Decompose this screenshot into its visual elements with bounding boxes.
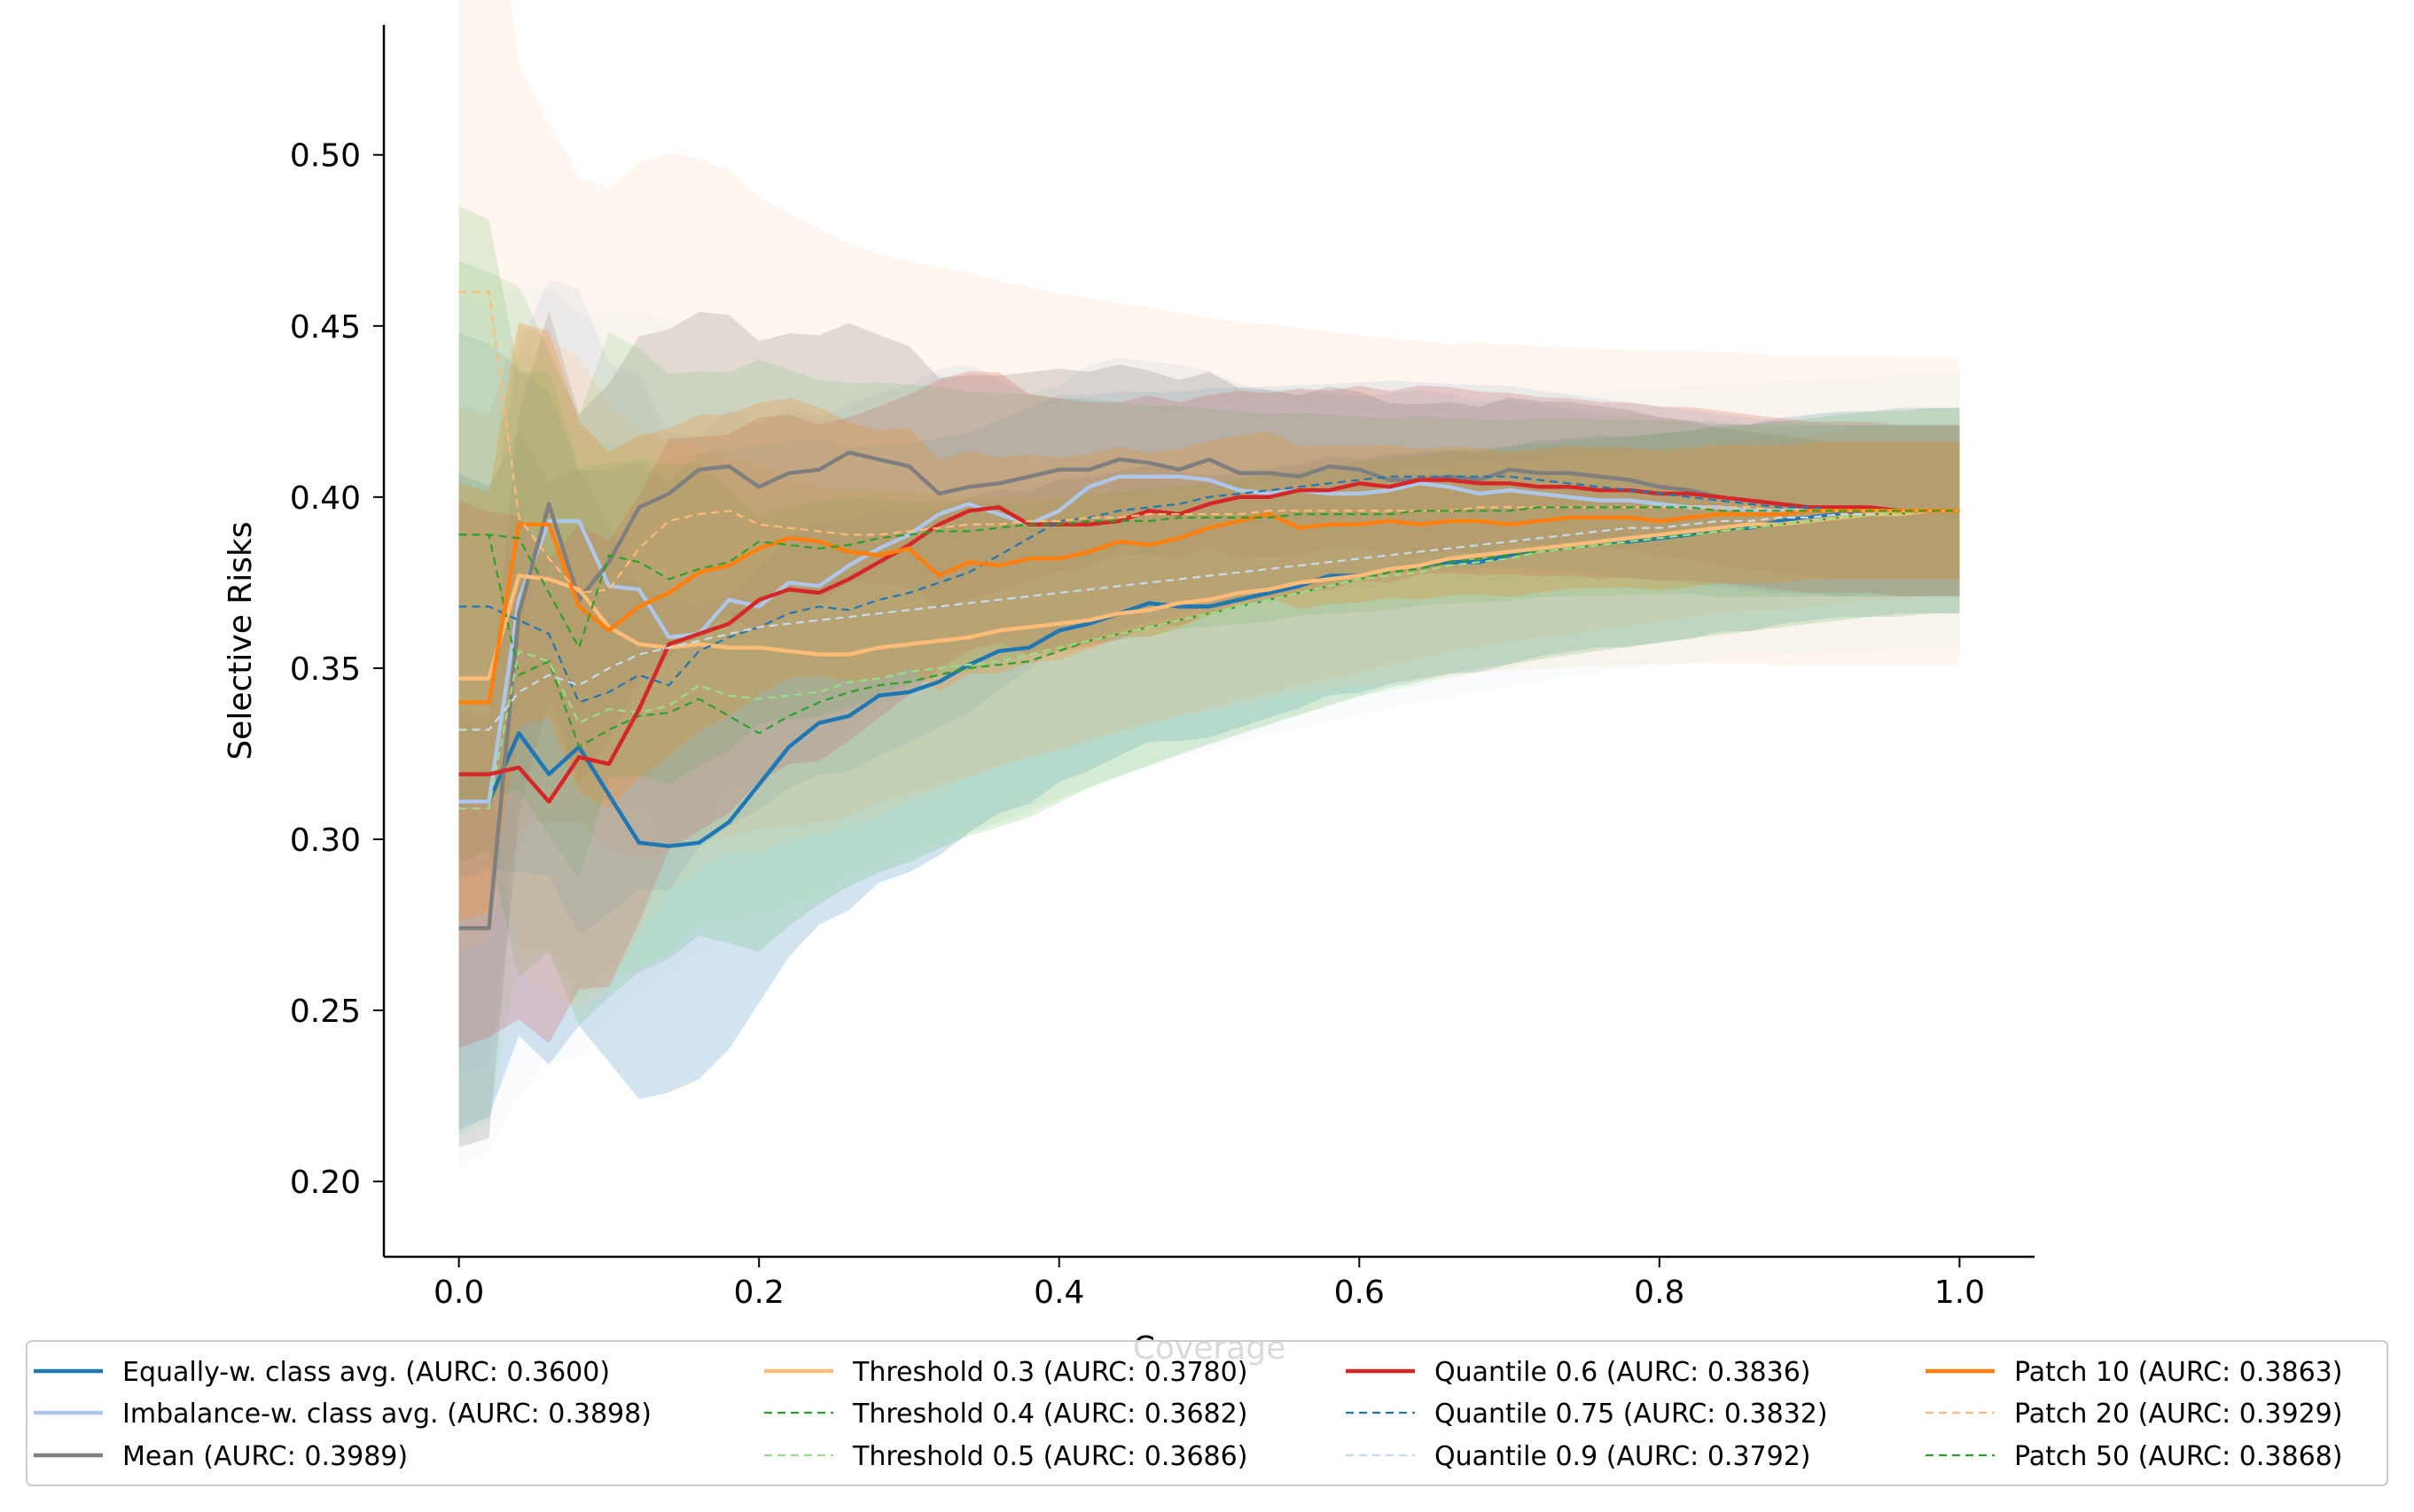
band-series-9 — [458, 323, 1960, 922]
line-series-5 — [458, 510, 1960, 810]
line-series-9 — [458, 509, 1960, 705]
line-series-11 — [458, 506, 1960, 649]
y-tick-label: 0.45 — [290, 309, 361, 346]
x-tick-label: 1.0 — [1934, 1274, 1985, 1311]
band-series-3 — [458, 323, 1960, 953]
axes — [382, 25, 2035, 1259]
band-series-6 — [458, 370, 1960, 1048]
x-ticks: 0.0 0.2 0.4 0.6 0.8 1.0 — [434, 1257, 1985, 1311]
line-series-3 — [458, 509, 1960, 681]
legend-label: Quantile 0.6 (AURC: 0.3836) — [1434, 1357, 1811, 1388]
legend-label: Patch 50 (AURC: 0.3868) — [2014, 1441, 2342, 1472]
y-tick-label: 0.35 — [290, 651, 361, 688]
y-tick-label: 0.40 — [290, 480, 361, 517]
x-tick-label: 0.4 — [1034, 1274, 1084, 1311]
line-series-6 — [458, 478, 1960, 804]
band-series-0 — [458, 408, 1960, 1131]
line-series-8 — [458, 510, 1960, 731]
y-tick-label: 0.30 — [290, 822, 361, 859]
line-series-7 — [458, 475, 1960, 704]
line-series-4 — [458, 510, 1960, 748]
x-tick-label: 0.8 — [1634, 1274, 1684, 1311]
y-axis-label: Selective Risks — [223, 521, 259, 760]
y-tick-label: 0.25 — [290, 994, 361, 1030]
x-tick-label: 0.0 — [434, 1274, 484, 1311]
legend-label: Mean (AURC: 0.3989) — [122, 1441, 408, 1472]
legend-label: Equally-w. class avg. (AURC: 0.3600) — [122, 1357, 610, 1388]
x-tick-label: 0.2 — [734, 1274, 785, 1311]
legend-label: Imbalance-w. class avg. (AURC: 0.3898) — [122, 1399, 652, 1430]
legend-label: Quantile 0.9 (AURC: 0.3792) — [1434, 1441, 1811, 1472]
band-series-4 — [458, 206, 1960, 1026]
legend: Equally-w. class avg. (AURC: 0.3600) Imba… — [26, 1340, 2388, 1486]
legend-label: Threshold 0.3 (AURC: 0.3780) — [852, 1357, 1247, 1388]
series-lines — [458, 291, 1960, 931]
legend-label: Threshold 0.4 (AURC: 0.3682) — [852, 1399, 1247, 1430]
y-tick-label: 0.20 — [290, 1165, 361, 1201]
legend-label: Patch 10 (AURC: 0.3863) — [2014, 1357, 2342, 1388]
y-ticks: 0.20 0.25 0.30 0.35 0.40 0.45 0.50 — [290, 138, 384, 1201]
band-series-1 — [458, 278, 1960, 1076]
y-tick-label: 0.50 — [290, 138, 361, 175]
legend-label: Patch 20 (AURC: 0.3929) — [2014, 1399, 2342, 1430]
line-series-10 — [458, 291, 1960, 595]
legend-label: Quantile 0.75 (AURC: 0.3832) — [1434, 1399, 1828, 1430]
band-series-11 — [458, 261, 1960, 880]
legend-label: Threshold 0.5 (AURC: 0.3686) — [852, 1441, 1247, 1472]
x-tick-label: 0.6 — [1334, 1274, 1385, 1311]
band-series-7 — [458, 332, 1960, 935]
legend-box — [26, 1340, 2388, 1486]
